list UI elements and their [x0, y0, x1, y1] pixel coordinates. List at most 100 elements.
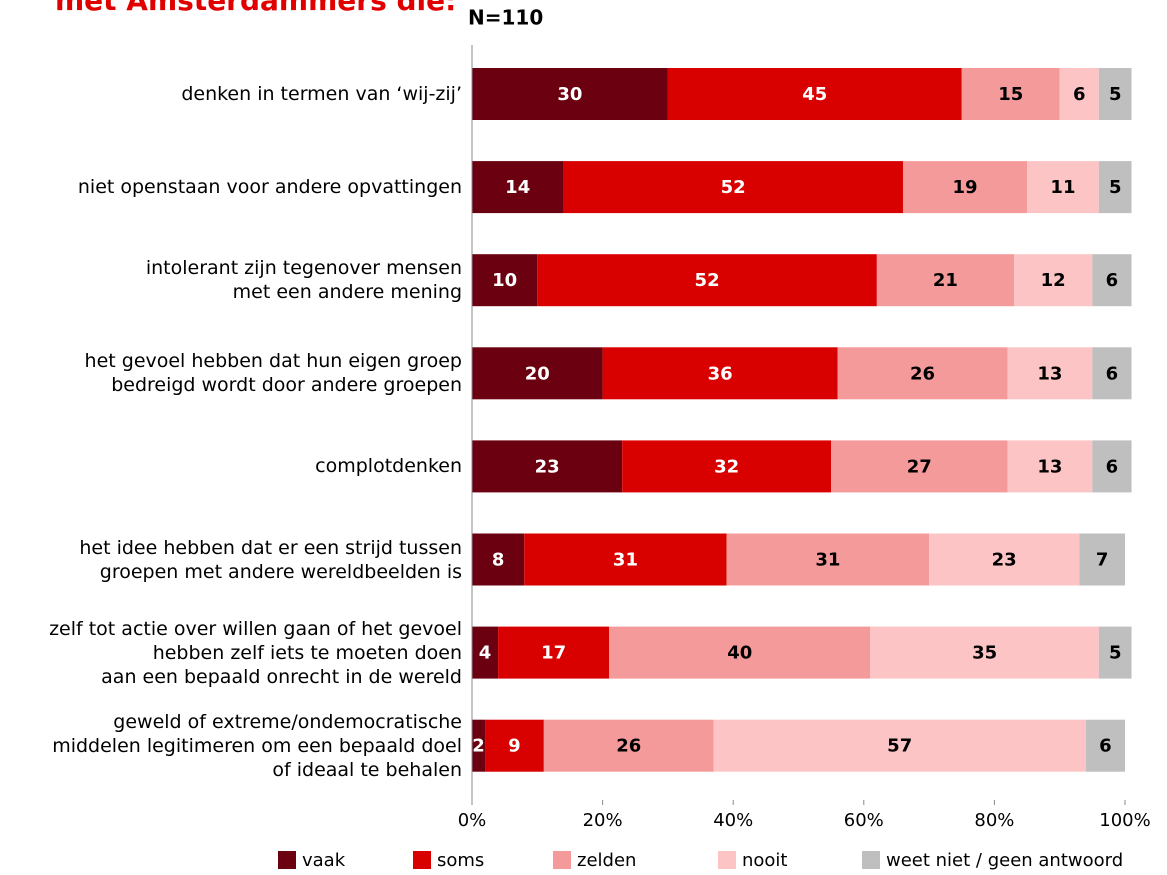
data-label: 6	[1106, 270, 1119, 291]
bar-segment	[537, 254, 877, 307]
x-tick-label: 0%	[458, 810, 487, 831]
bar-segment	[1098, 161, 1132, 214]
legend-label: soms	[437, 850, 484, 871]
bar-segment	[1007, 347, 1093, 400]
bar-segment	[837, 347, 1008, 400]
bar-segment	[1092, 254, 1132, 307]
data-label: 8	[492, 550, 505, 571]
data-label: 21	[933, 270, 958, 291]
data-label: 23	[992, 550, 1017, 571]
x-tick-label: 80%	[974, 810, 1014, 831]
data-label: 36	[708, 363, 733, 384]
bar-segment	[1013, 254, 1093, 307]
data-label: 12	[1041, 270, 1066, 291]
bar-segment	[485, 719, 544, 772]
data-label: 6	[1106, 363, 1119, 384]
bar-segment	[472, 347, 603, 400]
data-label: 45	[802, 84, 827, 105]
bar-segment	[498, 626, 610, 679]
category-label: het idee hebben dat er een strijd tussen…	[79, 536, 462, 583]
data-label: 26	[616, 736, 641, 757]
data-label: 10	[492, 270, 517, 291]
data-label: 57	[887, 736, 912, 757]
data-label: 40	[727, 643, 752, 664]
data-label: 27	[907, 456, 932, 477]
category-label: geweld of extreme/ondemocratische middel…	[52, 710, 462, 781]
data-label: 6	[1106, 456, 1119, 477]
legend-swatch	[718, 851, 736, 869]
category-label: zelf tot actie over willen gaan of het g…	[49, 617, 462, 688]
bar-segment	[472, 533, 525, 586]
data-label: 35	[972, 643, 997, 664]
category-label: intolerant zijn tegenover mensen met een…	[145, 257, 462, 304]
data-label: 7	[1096, 550, 1109, 571]
x-tick-label: 20%	[583, 810, 623, 831]
data-label: 13	[1037, 363, 1062, 384]
bar-segment	[472, 719, 486, 772]
legend-label: zelden	[577, 850, 636, 871]
bar-segment	[876, 254, 1014, 307]
bar-segment	[870, 626, 1099, 679]
data-label: 15	[998, 84, 1023, 105]
bar-segment	[1007, 440, 1093, 493]
bar-segment	[961, 68, 1060, 120]
data-label: 9	[508, 736, 521, 757]
bar-segment	[524, 533, 727, 586]
data-label: 30	[557, 84, 582, 105]
data-label: 4	[479, 643, 492, 664]
bar-segment	[1079, 533, 1125, 586]
chart-subtitle: N=110	[468, 6, 543, 30]
data-label: 6	[1073, 84, 1086, 105]
data-label: 19	[952, 177, 977, 198]
data-label: 32	[714, 456, 739, 477]
bar-segment	[1027, 161, 1099, 214]
x-tick-label: 100%	[1099, 810, 1150, 831]
chart-title: met Amsterdammers die:	[55, 0, 456, 17]
data-label: 26	[910, 363, 935, 384]
data-label: 5	[1109, 177, 1122, 198]
bar-segment	[472, 161, 564, 214]
legend-swatch	[278, 851, 296, 869]
bar-segment	[1098, 626, 1132, 679]
data-label: 31	[613, 550, 638, 571]
data-label: 17	[541, 643, 566, 664]
bar-segment	[472, 68, 668, 120]
bar-segment	[713, 719, 1086, 772]
bar-segment	[1085, 719, 1125, 772]
data-label: 11	[1050, 177, 1075, 198]
bar-segment	[1098, 68, 1132, 120]
bar-segment	[726, 533, 930, 586]
legend-label: vaak	[302, 850, 346, 871]
bar-segment	[543, 719, 714, 772]
data-label: 5	[1109, 643, 1122, 664]
legend-swatch	[553, 851, 571, 869]
bar-segment	[602, 347, 838, 400]
bar-segment	[472, 626, 499, 679]
category-label: het gevoel hebben dat hun eigen groep be…	[84, 350, 462, 397]
bar-segment	[667, 68, 962, 120]
data-label: 13	[1037, 456, 1062, 477]
bar-segment	[472, 440, 623, 493]
legend-label: nooit	[742, 850, 788, 871]
bar-segment	[831, 440, 1008, 493]
data-label: 14	[505, 177, 530, 198]
bar-segment	[929, 533, 1080, 586]
legend-swatch	[413, 851, 431, 869]
bar-segment	[622, 440, 832, 493]
data-label: 6	[1099, 736, 1112, 757]
bar-segment	[609, 626, 871, 679]
category-label: complotdenken	[315, 455, 462, 478]
data-label: 31	[815, 550, 840, 571]
legend-label: weet niet / geen antwoord	[886, 850, 1123, 871]
data-label: 20	[525, 363, 550, 384]
data-label: 23	[535, 456, 560, 477]
data-label: 5	[1109, 84, 1122, 105]
legend-swatch	[862, 851, 880, 869]
data-label: 52	[695, 270, 720, 291]
bar-segment	[563, 161, 903, 214]
bar-segment	[1092, 347, 1132, 400]
bar-segment	[472, 254, 538, 307]
data-label: 2	[472, 736, 485, 757]
